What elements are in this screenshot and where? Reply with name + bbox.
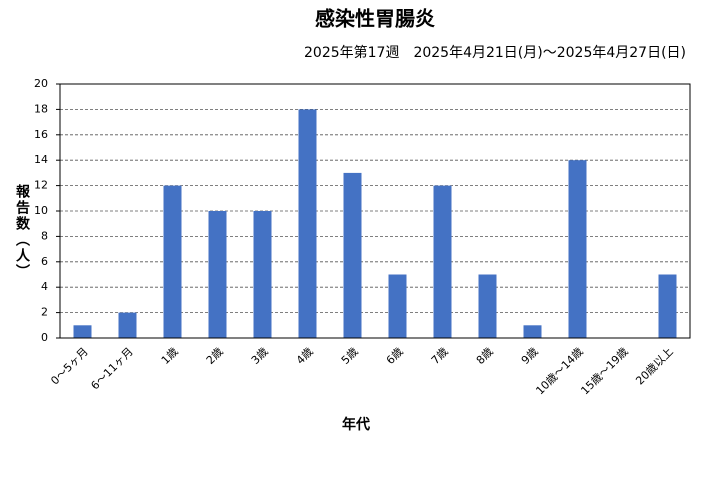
y-tick-label: 14 bbox=[34, 153, 48, 166]
bar bbox=[343, 172, 362, 338]
y-tick-label: 2 bbox=[41, 306, 48, 319]
x-tick-label: 4歳 bbox=[294, 345, 316, 367]
y-axis-label: 報告数（人） bbox=[14, 183, 31, 280]
y-tick-label: 4 bbox=[41, 280, 48, 293]
bar bbox=[433, 185, 452, 338]
x-tick-label: 8歳 bbox=[474, 345, 496, 367]
y-tick-label: 16 bbox=[34, 128, 48, 141]
plot-frame bbox=[59, 83, 691, 339]
y-tick-label: 6 bbox=[41, 255, 48, 268]
y-tick-label: 12 bbox=[34, 179, 48, 192]
bar bbox=[388, 274, 407, 338]
chart-title: 感染性胃腸炎 bbox=[315, 7, 435, 31]
bar bbox=[568, 160, 587, 338]
y-tick-label: 20 bbox=[34, 77, 48, 90]
x-tick-label: 10歳～14歳 bbox=[533, 345, 585, 397]
x-tick-label: 1歳 bbox=[159, 345, 181, 367]
bar bbox=[253, 211, 272, 338]
x-tick-label: 0～5ヶ月 bbox=[48, 345, 90, 387]
x-tick-label: 7歳 bbox=[429, 345, 451, 367]
bar bbox=[163, 185, 182, 338]
y-tick-label: 18 bbox=[34, 102, 48, 115]
x-tick-label: 6～11ヶ月 bbox=[88, 345, 135, 392]
chart-subtitle: 2025年第17週 2025年4月21日(月)～2025年4月27日(日) bbox=[304, 44, 686, 61]
y-tick-label: 10 bbox=[34, 204, 48, 217]
x-axis-label: 年代 bbox=[342, 416, 370, 433]
y-tick-label: 8 bbox=[41, 229, 48, 242]
x-tick-label: 15歳～19歳 bbox=[578, 345, 630, 397]
bar bbox=[478, 274, 497, 338]
bar bbox=[523, 325, 542, 338]
bar bbox=[658, 274, 677, 338]
bar bbox=[118, 312, 137, 338]
bar bbox=[298, 109, 317, 339]
x-tick-label: 5歳 bbox=[339, 345, 361, 367]
x-tick-label: 9歳 bbox=[519, 345, 541, 367]
x-tick-label: 3歳 bbox=[249, 345, 271, 367]
bar bbox=[208, 211, 227, 338]
x-tick-label: 20歳以上 bbox=[633, 345, 675, 387]
bar bbox=[73, 325, 92, 338]
x-tick-label: 6歳 bbox=[384, 345, 406, 367]
y-tick-label: 0 bbox=[41, 331, 48, 344]
x-tick-label: 2歳 bbox=[204, 345, 226, 367]
